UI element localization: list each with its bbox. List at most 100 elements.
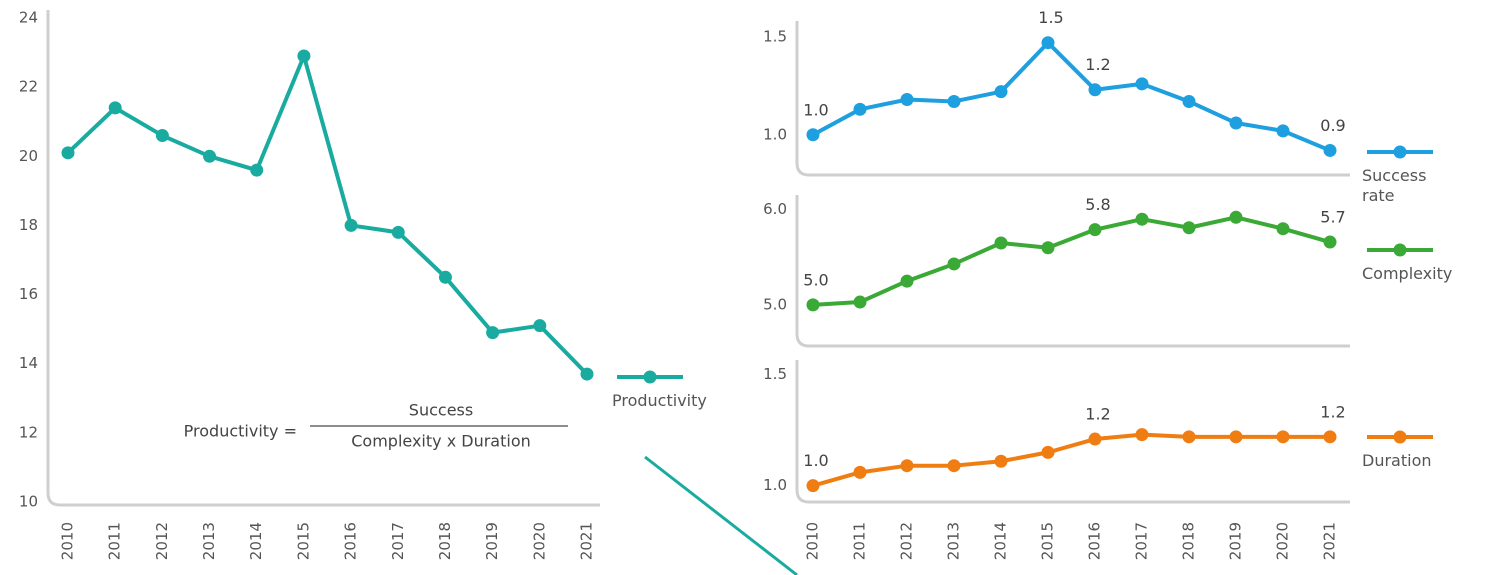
data-label: 1.5 [1038, 8, 1063, 27]
data-point [1229, 430, 1243, 444]
data-point [1088, 223, 1102, 237]
legend-box: Success rate [1362, 166, 1426, 205]
data-point [1041, 445, 1055, 459]
data-point [1323, 235, 1337, 249]
x-tick-label: 2013 [945, 522, 963, 560]
data-point [900, 459, 914, 473]
data-point [1276, 430, 1290, 444]
data-label: 1.0 [803, 100, 828, 119]
x-tick-label: 2019 [1227, 522, 1245, 560]
data-point [1276, 124, 1290, 138]
data-point [806, 479, 820, 493]
x-tick-label: 2017 [389, 522, 407, 560]
data-point [297, 49, 311, 63]
data-point [1041, 36, 1055, 50]
x-tick-label: 2021 [578, 522, 596, 560]
data-point [1229, 210, 1243, 224]
data-point [1041, 241, 1055, 255]
x-tick-label: 2018 [436, 522, 454, 560]
series-line [812, 432, 1330, 488]
axis [795, 21, 1350, 177]
data-point [806, 298, 820, 312]
y-tick-label: 1.0 [763, 125, 787, 143]
data-label: 5.7 [1320, 208, 1345, 227]
data-point [1135, 212, 1149, 226]
data-point [580, 367, 594, 381]
legend-dot [1393, 243, 1407, 257]
axis [795, 195, 1350, 348]
data-point [994, 236, 1008, 250]
y-tick-label: 1.5 [763, 27, 787, 45]
data-point [203, 149, 217, 163]
data-point [994, 85, 1008, 99]
y-tick-label: 6.0 [763, 200, 787, 218]
data-point [853, 102, 867, 116]
formula-numerator: Success [409, 401, 473, 420]
data-point [61, 146, 75, 160]
legend-box: Productivity [612, 391, 707, 410]
y-tick-label: 1.0 [763, 476, 787, 494]
x-tick-label: 2011 [106, 522, 124, 560]
data-point [1088, 83, 1102, 97]
y-tick-label: 10 [19, 493, 38, 511]
legend-dot [1393, 145, 1407, 159]
x-tick-label: 2014 [992, 522, 1010, 560]
data-point [994, 454, 1008, 468]
y-tick-label: 12 [19, 423, 38, 441]
data-point [1229, 116, 1243, 130]
formula-lhs: Productivity = [184, 422, 297, 441]
data-label: 5.0 [803, 270, 828, 289]
data-point [438, 270, 452, 284]
data-point [947, 94, 961, 108]
x-tick-label: 2020 [1274, 522, 1292, 560]
y-tick-label: 14 [19, 354, 38, 372]
axis [46, 10, 600, 507]
legend-label: Complexity [1362, 264, 1453, 283]
data-point [108, 101, 122, 115]
data-point [1135, 428, 1149, 442]
data-point [947, 257, 961, 271]
x-tick-label: 2019 [483, 522, 501, 560]
series-line [66, 54, 589, 376]
data-point [486, 326, 500, 340]
x-tick-label: 2018 [1180, 522, 1198, 560]
data-point [1323, 430, 1337, 444]
data-label: 1.2 [1320, 402, 1345, 421]
x-tick-label: 2015 [1039, 522, 1057, 560]
y-tick-label: 24 [19, 9, 38, 27]
data-point [250, 163, 264, 177]
legend-label: Productivity [612, 391, 707, 410]
data-point [155, 129, 169, 143]
data-point [900, 93, 914, 107]
data-point [1182, 430, 1196, 444]
data-label: 1.2 [1085, 405, 1110, 424]
series-line [812, 40, 1331, 153]
x-tick-label: 2014 [247, 522, 265, 560]
data-point [900, 274, 914, 288]
x-tick-label: 2021 [1321, 522, 1339, 560]
data-label: 1.0 [803, 451, 828, 470]
x-tick-label: 2010 [59, 522, 77, 560]
data-point [806, 128, 820, 142]
axis [795, 360, 1350, 504]
y-tick-label: 20 [19, 147, 38, 165]
y-tick-label: 18 [19, 216, 38, 234]
y-tick-label: 1.5 [763, 365, 787, 383]
y-tick-label: 5.0 [763, 295, 787, 313]
connector-line [644, 455, 798, 575]
data-point [1323, 143, 1337, 157]
x-tick-label: 2016 [342, 522, 360, 560]
data-label: 1.2 [1085, 55, 1110, 74]
data-point [1182, 94, 1196, 108]
x-tick-label: 2020 [530, 522, 548, 560]
data-point [947, 459, 961, 473]
x-tick-label: 2016 [1086, 522, 1104, 560]
x-tick-label: 2012 [898, 522, 916, 560]
x-tick-label: 2010 [804, 522, 822, 560]
y-tick-label: 22 [19, 78, 38, 96]
legend-dot [1393, 430, 1407, 444]
legend-box: Complexity [1362, 264, 1453, 283]
x-tick-label: 2017 [1133, 522, 1151, 560]
legend-dot [643, 370, 657, 384]
legend-label: Duration [1362, 451, 1432, 470]
